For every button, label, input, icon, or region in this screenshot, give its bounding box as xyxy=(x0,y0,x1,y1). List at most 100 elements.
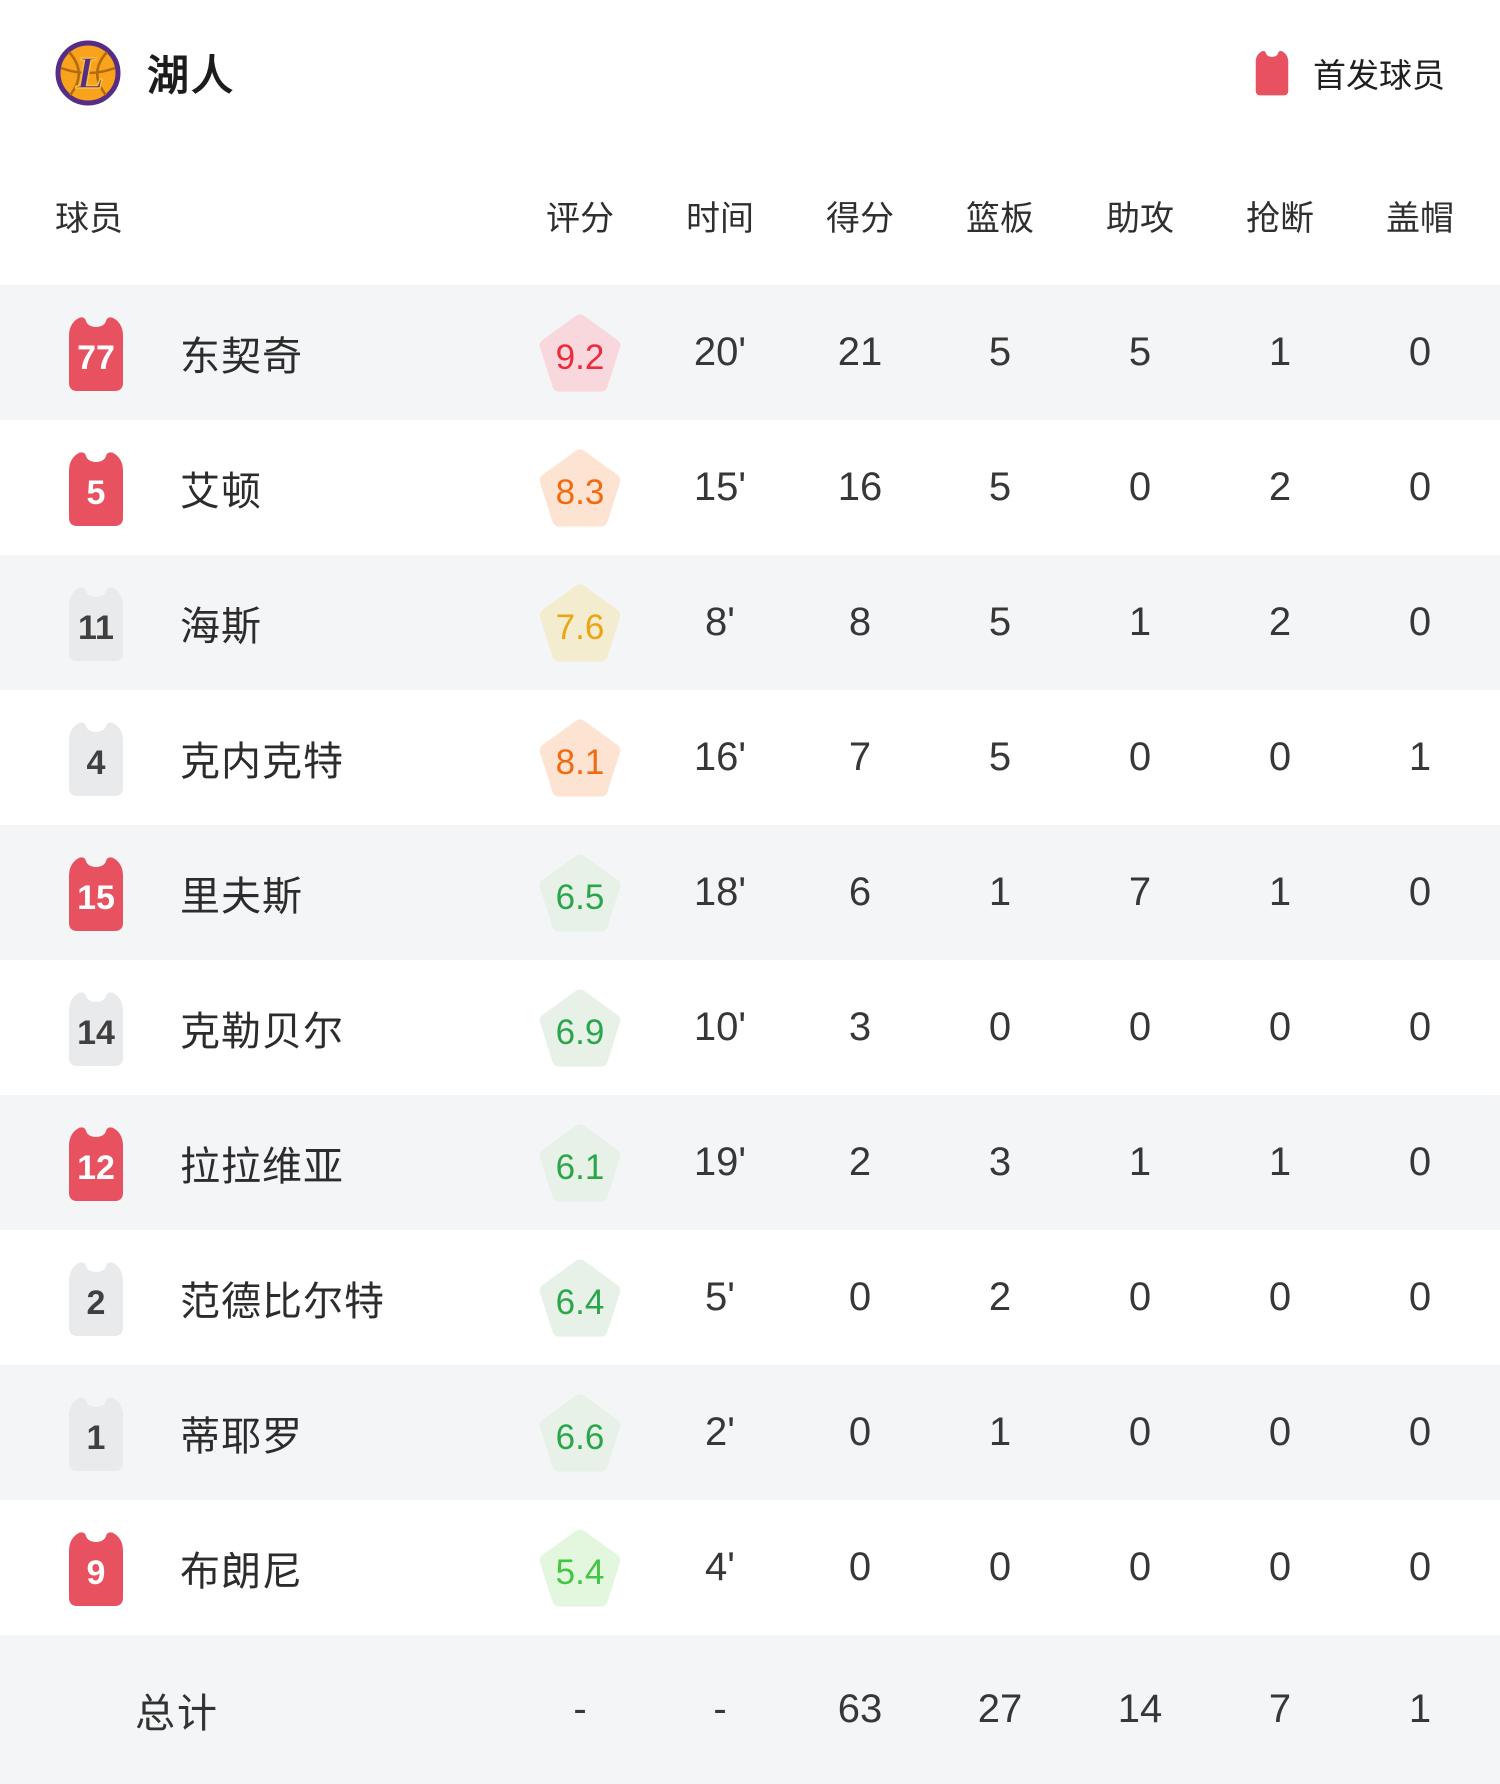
totals-label: 总计 xyxy=(135,1691,219,1736)
jersey-icon: 12 xyxy=(62,1124,130,1202)
stat-rebounds: 0 xyxy=(988,1545,1012,1589)
stat-rebounds: 5 xyxy=(988,600,1012,644)
stat-steals: 0 xyxy=(1268,1410,1292,1454)
stat-blocks: 0 xyxy=(1408,1410,1432,1454)
team-name: 湖人 xyxy=(147,52,236,99)
stat-points: 21 xyxy=(837,330,883,374)
stat-points: 0 xyxy=(848,1545,872,1589)
player-row[interactable]: 9 布朗尼 5.4 4' 0 0 0 0 0 xyxy=(0,1500,1500,1635)
totals-rating: - xyxy=(573,1687,587,1731)
totals-blocks: 1 xyxy=(1408,1687,1432,1731)
jersey-number: 5 xyxy=(86,474,106,512)
stat-steals: 1 xyxy=(1268,870,1292,914)
rating-badge: 6.6 xyxy=(538,1391,622,1475)
starter-legend: 首发球员 xyxy=(1251,49,1445,97)
stat-points: 16 xyxy=(837,465,883,509)
stat-steals: 2 xyxy=(1268,600,1292,644)
jersey-icon: 77 xyxy=(62,314,130,392)
rating-value: 7.6 xyxy=(555,607,605,647)
jersey-number: 2 xyxy=(86,1284,106,1322)
stat-assists: 0 xyxy=(1128,1005,1152,1049)
table-header-row: 球员 评分 时间 得分 篮板 助攻 抢断 盖帽 xyxy=(0,145,1500,285)
stat-assists: 1 xyxy=(1128,1140,1152,1184)
svg-text:L: L xyxy=(75,47,104,98)
stat-rebounds: 0 xyxy=(988,1005,1012,1049)
totals-points: 63 xyxy=(837,1687,883,1731)
stat-rebounds: 5 xyxy=(988,330,1012,374)
stat-blocks: 0 xyxy=(1408,1140,1432,1184)
stat-rebounds: 1 xyxy=(988,1410,1012,1454)
rating-cell: 6.6 xyxy=(510,1391,650,1475)
player-row[interactable]: 11 海斯 7.6 8' 8 5 1 2 0 xyxy=(0,555,1500,690)
jersey-icon: 15 xyxy=(62,854,130,932)
rating-badge: 6.9 xyxy=(538,986,622,1070)
jersey-icon: 1 xyxy=(62,1394,130,1472)
player-row[interactable]: 5 艾顿 8.3 15' 16 5 0 2 0 xyxy=(0,420,1500,555)
player-row[interactable]: 12 拉拉维亚 6.1 19' 2 3 1 1 0 xyxy=(0,1095,1500,1230)
stat-assists: 0 xyxy=(1128,1410,1152,1454)
rating-badge: 8.1 xyxy=(538,716,622,800)
stat-time: 19' xyxy=(693,1140,747,1184)
player-row[interactable]: 2 范德比尔特 6.4 5' 0 2 0 0 0 xyxy=(0,1230,1500,1365)
rating-badge: 6.1 xyxy=(538,1121,622,1205)
stat-blocks: 0 xyxy=(1408,1545,1432,1589)
jersey-icon: 2 xyxy=(62,1259,130,1337)
stat-blocks: 0 xyxy=(1408,465,1432,509)
rating-cell: 6.5 xyxy=(510,851,650,935)
player-row[interactable]: 14 克勒贝尔 6.9 10' 3 0 0 0 0 xyxy=(0,960,1500,1095)
stat-blocks: 0 xyxy=(1408,330,1432,374)
player-name: 范德比尔特 xyxy=(180,1279,385,1324)
stat-assists: 7 xyxy=(1128,870,1152,914)
player-cell: 11 海斯 xyxy=(0,584,510,662)
column-header-blocks: 盖帽 xyxy=(1386,199,1454,238)
jersey-number: 14 xyxy=(77,1014,115,1052)
stat-time: 2' xyxy=(705,1410,735,1454)
rating-cell: 8.3 xyxy=(510,446,650,530)
stat-points: 0 xyxy=(848,1410,872,1454)
totals-rebounds: 27 xyxy=(977,1687,1023,1731)
stat-assists: 0 xyxy=(1128,1275,1152,1319)
stat-time: 10' xyxy=(693,1005,747,1049)
player-cell: 5 艾顿 xyxy=(0,449,510,527)
rating-cell: 9.2 xyxy=(510,311,650,395)
player-name: 克勒贝尔 xyxy=(180,1009,344,1054)
stat-steals: 0 xyxy=(1268,1005,1292,1049)
stat-points: 2 xyxy=(848,1140,872,1184)
player-name: 里夫斯 xyxy=(180,874,303,919)
stat-time: 8' xyxy=(705,600,735,644)
stat-blocks: 0 xyxy=(1408,1005,1432,1049)
rating-cell: 6.1 xyxy=(510,1121,650,1205)
stat-assists: 0 xyxy=(1128,735,1152,779)
player-row[interactable]: 4 克内克特 8.1 16' 7 5 0 0 1 xyxy=(0,690,1500,825)
rating-value: 6.6 xyxy=(555,1417,605,1457)
player-row[interactable]: 1 蒂耶罗 6.6 2' 0 1 0 0 0 xyxy=(0,1365,1500,1500)
jersey-number: 77 xyxy=(77,339,115,377)
lakers-logo-icon: L xyxy=(55,40,121,105)
stat-rebounds: 5 xyxy=(988,735,1012,779)
player-cell: 9 布朗尼 xyxy=(0,1529,510,1607)
rating-value: 6.4 xyxy=(555,1282,605,1322)
stat-time: 15' xyxy=(693,465,747,509)
rating-cell: 8.1 xyxy=(510,716,650,800)
stat-assists: 1 xyxy=(1128,600,1152,644)
jersey-number: 11 xyxy=(78,609,114,647)
stat-assists: 0 xyxy=(1128,1545,1152,1589)
starter-legend-label: 首发球员 xyxy=(1313,56,1445,94)
jersey-icon: 4 xyxy=(62,719,130,797)
column-header-rebounds: 篮板 xyxy=(966,199,1034,238)
player-cell: 77 东契奇 xyxy=(0,314,510,392)
totals-assists: 14 xyxy=(1117,1687,1163,1731)
player-cell: 1 蒂耶罗 xyxy=(0,1394,510,1472)
rating-cell: 5.4 xyxy=(510,1526,650,1610)
stat-steals: 1 xyxy=(1268,1140,1292,1184)
rating-badge: 6.5 xyxy=(538,851,622,935)
column-header-steals: 抢断 xyxy=(1246,199,1314,238)
stat-rebounds: 5 xyxy=(988,465,1012,509)
player-row[interactable]: 15 里夫斯 6.5 18' 6 1 7 1 0 xyxy=(0,825,1500,960)
rating-value: 9.2 xyxy=(555,337,605,377)
column-header-rating: 评分 xyxy=(546,199,614,238)
rating-value: 5.4 xyxy=(555,1552,605,1592)
player-row[interactable]: 77 东契奇 9.2 20' 21 5 5 1 0 xyxy=(0,285,1500,420)
totals-steals: 7 xyxy=(1268,1687,1292,1731)
team-identity: L 湖人 xyxy=(55,40,235,106)
